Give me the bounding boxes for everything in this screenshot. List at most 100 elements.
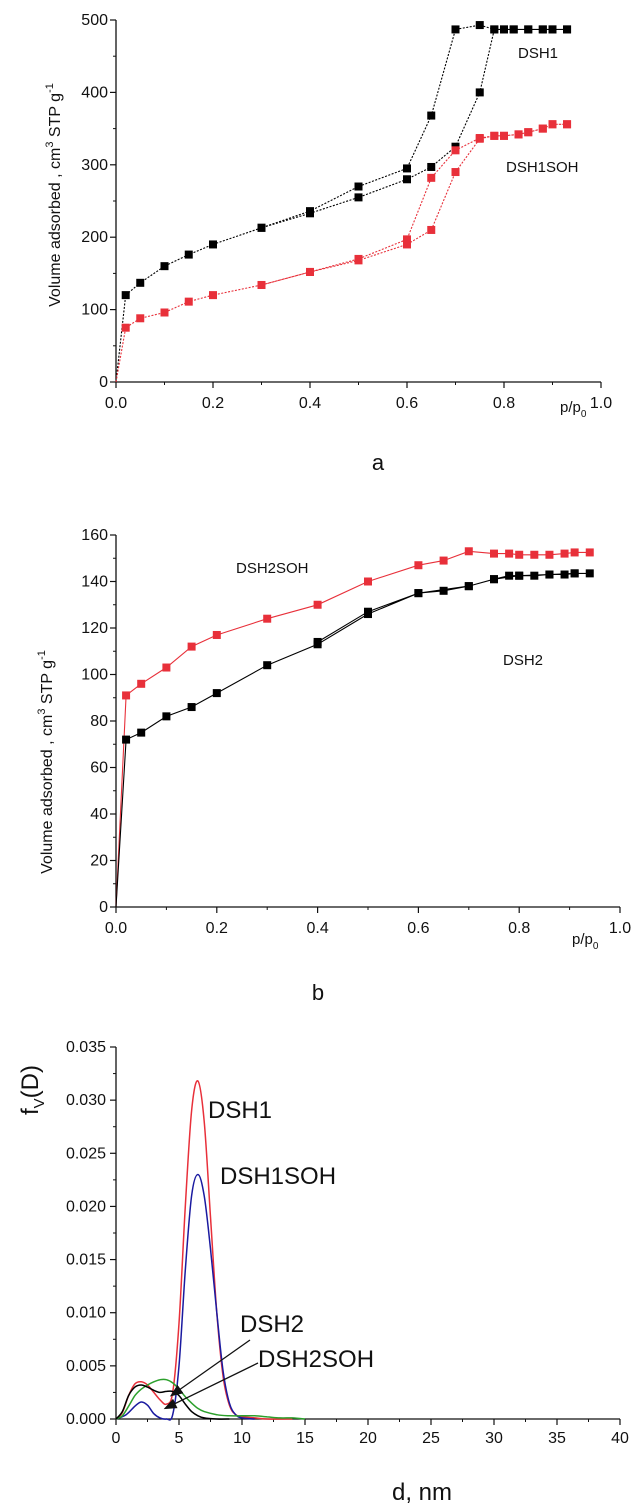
panel-b-data-point: [137, 728, 146, 737]
panel-c-series-line-1: [115, 1173, 255, 1421]
panel-b-y-tick-label: 20: [90, 853, 108, 870]
panel-c-y-tick-label: 0.035: [66, 1039, 106, 1056]
panel-a-x-tick-label: 1.0: [590, 395, 612, 412]
panel-c-y-tick-label: 0.000: [66, 1411, 106, 1428]
panel-b-data-point: [122, 735, 131, 744]
panel-a-data-point: [451, 25, 460, 34]
panel-c-y-tick-label: 0.010: [66, 1305, 106, 1322]
panel-a-data-point: [490, 25, 499, 34]
panel-a-data-point: [475, 134, 484, 143]
panel-b-data-point: [490, 575, 498, 584]
panel-a-chart: Volume adsorbed , cm3 STP g-1 p/p0 DSH1 …: [44, 12, 612, 475]
panel-b-data-point: [585, 569, 594, 578]
panel-a-data-point: [475, 21, 484, 30]
panel-b-y-tick-label: 60: [90, 760, 108, 777]
panel-b-data-point: [505, 549, 514, 558]
panel-a-data-point: [306, 267, 314, 276]
panel-c-x-tick-label: 0: [112, 1430, 121, 1447]
panel-a-data-point: [538, 124, 547, 133]
panel-a-y-tick-label: 0: [99, 374, 108, 391]
panel-b-data-point: [187, 642, 196, 651]
panel-a-data-point: [121, 291, 130, 300]
panel-a-data-point: [136, 278, 145, 287]
panel-b-x-tick-label: 0.2: [206, 920, 228, 937]
panel-a-series-line-1: [115, 123, 567, 383]
panel-b-data-point: [162, 712, 171, 721]
panel-c-y-tick-label: 0.015: [66, 1252, 106, 1269]
panel-a-data-point: [209, 240, 217, 249]
panel-b-data-point: [505, 571, 514, 580]
panel-c-arrow-dsh2: [169, 1339, 251, 1397]
panel-c-x-tick-label: 35: [548, 1430, 566, 1447]
panel-b-data-point: [212, 689, 221, 698]
panel-a-data-point: [490, 131, 499, 140]
panel-b-data-point: [530, 550, 539, 559]
panel-a-data-point: [427, 111, 436, 120]
panel-b-data-point: [414, 561, 423, 570]
panel-b-data-point: [560, 549, 569, 558]
panel-a-series-label-dsh1: DSH1: [518, 45, 558, 62]
panel-a-data-point: [403, 240, 411, 249]
panel-a-x-tick-label: 0.0: [105, 395, 127, 412]
panel-b-data-point: [464, 582, 473, 591]
panel-b-data-point: [122, 691, 131, 700]
panel-a-data-point: [257, 223, 266, 232]
panel-b-caption: b: [312, 980, 324, 1005]
panel-c-x-tick-label: 30: [485, 1430, 503, 1447]
panel-c-y-tick-label: 0.020: [66, 1198, 106, 1215]
panel-c-y-tick-label: 0.005: [66, 1358, 106, 1375]
panel-c-chart: fV(D) d, nm DSH1 DSH1SOH DSH2 DSH2SOH 0 5…: [17, 1039, 629, 1506]
panel-a-y-tick-label: 500: [81, 12, 108, 29]
panel-b-data-point: [545, 570, 554, 579]
panel-a-data-point: [184, 297, 193, 306]
panel-a-data-point: [121, 323, 130, 332]
panel-c-ylabel: fV(D): [17, 1065, 48, 1115]
panel-b-ylabel: Volume adsorbed , cm3 STP g-1: [36, 650, 56, 874]
panel-b-data-point: [364, 607, 372, 616]
panel-b-data-point: [313, 637, 322, 646]
panel-a-series-line-0: [115, 24, 567, 383]
panel-a-data-point: [500, 131, 508, 140]
panel-a-data-point: [524, 25, 533, 34]
panel-a-data-point: [514, 130, 523, 139]
panel-a-data-point: [160, 308, 169, 317]
panel-b-chart: Volume adsorbed , cm3 STP g-1 p/p0 DSH2S…: [36, 527, 631, 1005]
panel-a-xlabel: p/p0: [560, 399, 587, 420]
panel-b-series-line-0: [115, 550, 590, 908]
panel-b-y-tick-label: 120: [81, 620, 108, 637]
panel-a-data-point: [306, 207, 314, 216]
panel-b-series-label-dsh2soh: DSH2SOH: [236, 560, 309, 577]
panel-b-data-point: [530, 571, 539, 580]
panel-b-data-point: [515, 550, 524, 559]
panel-a-y-tick-label: 400: [81, 84, 108, 101]
panel-c-x-tick-label: 10: [233, 1430, 251, 1447]
panel-a-data-point: [563, 120, 572, 129]
panel-c-xlabel: d, nm: [392, 1479, 452, 1506]
panel-a-x-tick-label: 0.2: [202, 395, 224, 412]
panel-a-data-point: [257, 280, 266, 289]
panel-c-annotation-dsh2soh: DSH2SOH: [258, 1346, 374, 1373]
panel-c-annotation-dsh1soh: DSH1SOH: [220, 1163, 336, 1190]
panel-c-x-tick-label: 20: [359, 1430, 377, 1447]
panel-a-data-point: [427, 173, 436, 182]
panel-a-y-tick-label: 300: [81, 157, 108, 174]
panel-a-data-point: [209, 291, 217, 300]
panel-a-data-point: [451, 168, 460, 177]
panel-b-data-point: [570, 548, 579, 557]
panel-b-data-point: [313, 600, 322, 609]
panel-a-x-tick-label: 0.4: [299, 395, 321, 412]
panel-b-series-line-1: [115, 572, 590, 908]
panel-a-data-point: [524, 128, 533, 137]
panel-a-data-point: [184, 250, 193, 259]
panel-c-y-tick-label: 0.025: [66, 1145, 106, 1162]
panel-a-data-point: [136, 314, 145, 323]
panel-c-series-line-2: [115, 1378, 306, 1420]
panel-b-xlabel: p/p0: [572, 931, 599, 952]
panel-c-annotation-dsh1: DSH1: [208, 1097, 272, 1124]
panel-a-data-point: [403, 164, 411, 173]
panel-c-x-tick-label: 40: [611, 1430, 629, 1447]
panel-b-y-tick-label: 0: [99, 899, 108, 916]
panel-b-x-tick-label: 0.0: [105, 920, 127, 937]
panel-a-data-point: [548, 120, 557, 129]
panel-b-y-tick-label: 40: [90, 806, 108, 823]
